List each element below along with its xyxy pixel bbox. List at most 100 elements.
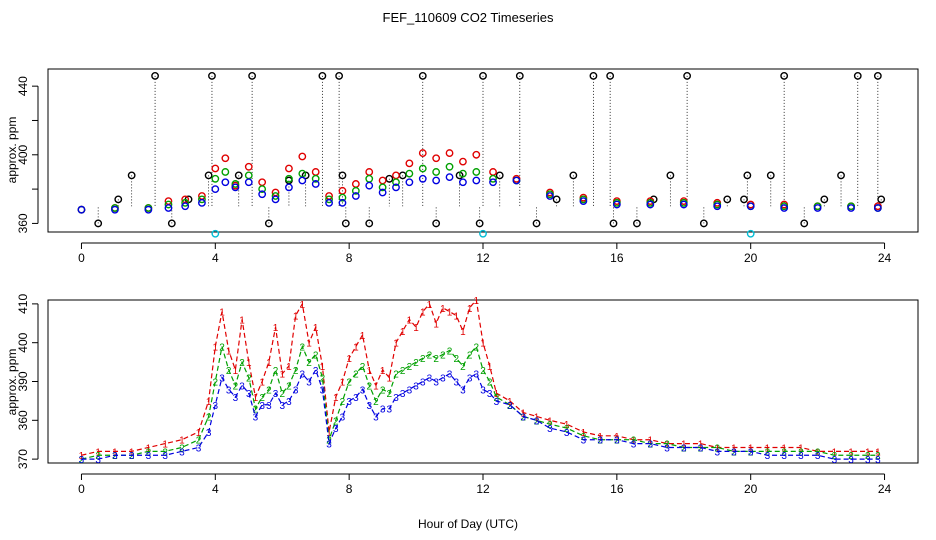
bottom-series-2-point: 2 (581, 432, 587, 443)
bottom-series-2-point: 2 (781, 447, 787, 458)
bottom-series-2-point: 2 (239, 358, 245, 369)
bottom-series-2-point: 2 (534, 416, 540, 427)
top-x-tick-label: 16 (610, 251, 624, 265)
top-series-2-point (489, 174, 497, 183)
top-y-axis-label: approx. ppm (5, 117, 19, 184)
bottom-series-1-point: 1 (875, 447, 881, 458)
top-y-tick-label: 440 (16, 76, 30, 96)
bottom-series-2-point: 2 (631, 436, 637, 447)
top-series-1-point (365, 168, 374, 176)
bottom-series-3-point: 3 (781, 451, 787, 462)
bottom-series-1-point: 1 (112, 447, 118, 458)
top-series-1-point (244, 162, 253, 171)
bottom-series-3-point: 3 (460, 385, 466, 396)
bottom-series-2-point: 2 (564, 424, 570, 435)
bottom-series-1-point: 1 (815, 447, 821, 458)
bottom-series-2-point: 2 (420, 354, 426, 365)
bottom-series-3-point: 3 (196, 443, 202, 454)
bottom-series-2-point: 2 (393, 370, 399, 381)
bottom-series-2-point: 2 (714, 443, 720, 454)
bottom-series-3-point: 3 (112, 451, 118, 462)
bottom-series-2-point: 2 (373, 397, 379, 408)
bottom-series-1-point: 1 (407, 315, 413, 326)
bottom-series-1-point: 1 (433, 319, 439, 330)
top-series-raw-point (569, 171, 578, 180)
bottom-series-3-point: 3 (400, 389, 406, 400)
bottom-series-1-point: 1 (196, 428, 202, 439)
bottom-series-1-point: 1 (320, 362, 326, 373)
bottom-series-3-point: 3 (320, 385, 326, 396)
top-series-3-point (271, 195, 280, 204)
top-series-3-point (472, 176, 481, 185)
bottom-plot-frame (47, 299, 919, 464)
top-series-1-point (221, 154, 230, 163)
bottom-series-1-point: 1 (547, 416, 553, 427)
top-series-flagged-point (479, 229, 487, 238)
bottom-series-1-point: 1 (179, 436, 185, 447)
top-series-2-point (271, 192, 280, 200)
bottom-series-3-point: 3 (698, 443, 704, 454)
bottom-series-1-point: 1 (865, 447, 871, 458)
bottom-series-3-point: 3 (239, 381, 245, 392)
bottom-series-2-point: 2 (313, 350, 319, 361)
bottom-series-2-point: 2 (614, 436, 620, 447)
bottom-series-2-point: 2 (748, 447, 754, 458)
bottom-series-1-point: 1 (447, 308, 453, 319)
top-series-2-point (351, 186, 360, 195)
top-series-raw-point (515, 71, 524, 80)
bottom-series-3-point: 3 (246, 389, 252, 400)
bottom-series-3-point: 3 (373, 412, 379, 423)
top-series-raw-point (820, 195, 829, 204)
bottom-series-1-point: 1 (326, 428, 332, 439)
chart-title: FEF_110609 CO2 Timeseries (383, 10, 554, 25)
top-series-raw-point (234, 171, 243, 180)
bottom-series-1-point: 1 (266, 358, 272, 369)
bottom-series-2-point: 2 (266, 385, 272, 396)
top-series-raw-point (318, 71, 327, 80)
bottom-series-2-point: 2 (366, 381, 372, 392)
top-series-flagged-point (211, 229, 220, 238)
top-series-2-point (378, 183, 387, 192)
bottom-series-3-point: 3 (832, 455, 838, 466)
bottom-series-1-point: 1 (360, 331, 366, 342)
bottom-series-2-point: 2 (597, 436, 603, 447)
top-series-raw-point (167, 219, 176, 228)
bottom-series-2-point: 2 (162, 447, 168, 458)
bottom-series-1-point: 1 (233, 366, 239, 377)
bottom-series-3-point: 3 (534, 416, 540, 427)
top-series-3-point (111, 205, 119, 214)
top-series-3-point (445, 173, 454, 181)
bottom-series-3-point: 3 (748, 447, 754, 458)
top-series-3-point (198, 198, 206, 207)
bottom-series-3-point: 3 (360, 385, 366, 396)
top-series-1-point (211, 164, 220, 173)
bottom-series-1-point: 1 (226, 346, 232, 357)
top-series-3-point (144, 205, 153, 214)
top-series-3-point (489, 178, 497, 187)
bottom-series-2-point: 2 (320, 374, 326, 385)
bottom-series-3-point: 3 (597, 436, 603, 447)
bottom-series-3-point: 3 (648, 440, 654, 451)
top-series-raw-point (338, 171, 347, 180)
top-series-2-point (405, 169, 414, 178)
top-series-raw-point (552, 195, 561, 204)
top-series-raw-point (365, 219, 374, 228)
top-series-raw-point (151, 71, 159, 80)
top-series-2-point (181, 198, 190, 207)
bottom-series-1-point: 1 (681, 440, 687, 451)
bottom-x-tick-label: 24 (878, 482, 892, 496)
bottom-series-3-point: 3 (480, 385, 486, 396)
bottom-y-tick-label: 390 (16, 371, 30, 391)
bottom-series-3-point: 3 (273, 389, 279, 400)
top-series-2-point (285, 174, 293, 183)
bottom-series-1-point: 1 (520, 409, 526, 420)
top-series-raw-point (432, 219, 441, 228)
bottom-series-3-point: 3 (346, 397, 352, 408)
bottom-x-tick-label: 20 (744, 482, 758, 496)
bottom-series-2-point: 2 (340, 397, 346, 408)
top-series-3-point (378, 188, 387, 197)
top-series-raw-point (532, 219, 541, 228)
bottom-series-2-point: 2 (815, 447, 821, 458)
bottom-series-1-point: 1 (698, 440, 704, 451)
bottom-series-3-point: 3 (848, 455, 854, 466)
